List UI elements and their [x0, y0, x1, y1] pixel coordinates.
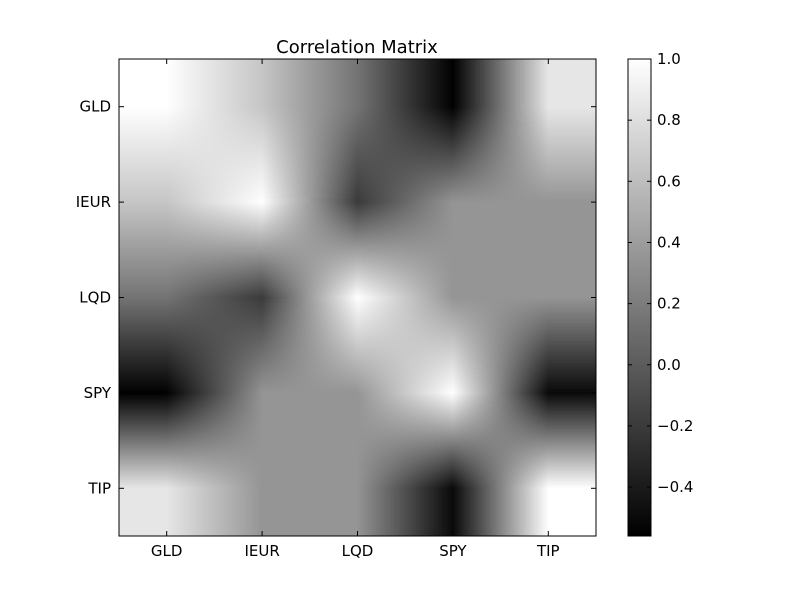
y-tick-label: SPY: [84, 384, 112, 402]
colorbar: 1.0 0.8 0.6 0.4 0.2 0.0 −0.2 −0.4: [627, 50, 693, 537]
y-tick-label: TIP: [87, 479, 111, 497]
colorbar-frame: [627, 58, 652, 537]
heatmap-plot-area: GLD IEUR LQD SPY TIP GLD IEUR LQD SPY TIP: [76, 58, 597, 560]
y-tick-label: GLD: [79, 98, 111, 116]
colorbar-tick-label: 0.4: [657, 233, 681, 251]
colorbar-tick-label: 0.8: [657, 111, 681, 129]
y-tick-label: IEUR: [76, 193, 111, 211]
x-tick-label: TIP: [536, 542, 560, 560]
y-tick-label: LQD: [79, 289, 111, 307]
colorbar-gradient: [628, 59, 651, 536]
x-tick-label: GLD: [151, 542, 183, 560]
colorbar-tick-label: 0.6: [657, 172, 681, 190]
colorbar-ticks: 1.0 0.8 0.6 0.4 0.2 0.0 −0.2 −0.4: [628, 50, 693, 496]
heatmap-axis-ticks: GLD IEUR LQD SPY TIP GLD IEUR LQD SPY TIP: [76, 59, 596, 560]
colorbar-tick-label: 1.0: [657, 50, 681, 68]
x-tick-label: IEUR: [244, 542, 279, 560]
heatmap-image: [119, 59, 596, 536]
chart-title: Correlation Matrix: [276, 37, 438, 58]
x-tick-label: SPY: [439, 542, 467, 560]
colorbar-tick-label: 0.2: [657, 295, 681, 313]
colorbar-tick-label: 0.0: [657, 356, 681, 374]
colorbar-tick-label: −0.2: [657, 417, 693, 435]
colorbar-tick-label: −0.4: [657, 478, 693, 496]
x-tick-label: LQD: [342, 542, 374, 560]
